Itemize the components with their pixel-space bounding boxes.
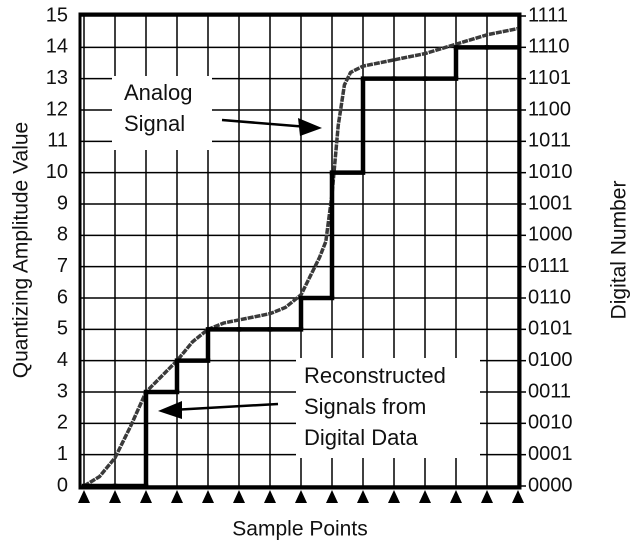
annotation: Signal bbox=[124, 111, 185, 136]
y2-tick-label: 1000 bbox=[528, 224, 573, 246]
arrow-head bbox=[298, 118, 322, 136]
sample-point bbox=[295, 490, 307, 503]
y-tick-label: 1 bbox=[57, 443, 68, 465]
y2-tick-label: 1101 bbox=[528, 67, 571, 89]
y-tick-label: 3 bbox=[57, 380, 68, 402]
y2-tick-label: 1001 bbox=[528, 192, 573, 214]
y-tick-label: 15 bbox=[46, 4, 68, 26]
arrow bbox=[221, 118, 309, 129]
y2-tick-label: 1100 bbox=[528, 98, 571, 120]
annotation: Digital Data bbox=[304, 425, 418, 450]
y2-tick-label: 0100 bbox=[528, 349, 573, 371]
y-tick-label: 8 bbox=[57, 224, 68, 246]
y-tick-label: 4 bbox=[57, 349, 68, 371]
labels: 0123456789101112131415000000010010001101… bbox=[10, 4, 631, 540]
y-tick-label: 13 bbox=[46, 67, 68, 89]
sample-point bbox=[233, 490, 245, 503]
y2-axis-label: Digital Number bbox=[608, 181, 631, 320]
y2-tick-label: 0111 bbox=[528, 255, 570, 277]
sample-point bbox=[419, 490, 431, 503]
y-tick-label: 5 bbox=[57, 318, 68, 340]
annotation-box bbox=[296, 358, 480, 458]
y2-tick-label: 1011 bbox=[528, 130, 571, 152]
y-tick-label: 11 bbox=[47, 130, 68, 152]
y2-tick-label: 1111 bbox=[528, 4, 568, 26]
sample-point bbox=[264, 490, 276, 503]
y2-tick-label: 1010 bbox=[528, 161, 573, 183]
y-tick-label: 9 bbox=[57, 192, 68, 214]
sample-point bbox=[512, 490, 524, 503]
y-tick-label: 6 bbox=[57, 286, 68, 308]
sample-point bbox=[202, 490, 214, 503]
y-tick-label: 2 bbox=[57, 412, 68, 434]
y2-tick-label: 0010 bbox=[528, 412, 573, 434]
y-tick-label: 14 bbox=[46, 36, 68, 58]
arrow-head bbox=[158, 401, 182, 419]
sample-point bbox=[326, 490, 338, 503]
annotation: Signals from bbox=[304, 394, 426, 419]
sample-point bbox=[481, 490, 493, 503]
y-tick-label: 12 bbox=[46, 98, 68, 120]
sample-point bbox=[140, 490, 152, 503]
arrow bbox=[171, 402, 279, 412]
sample-point bbox=[171, 490, 183, 503]
x-axis-label: Sample Points bbox=[232, 518, 367, 541]
marks bbox=[81, 26, 521, 489]
y-axis-label: Quantizing Amplitude Value bbox=[10, 122, 33, 378]
annotation: Reconstructed bbox=[304, 363, 446, 388]
annotation-box bbox=[112, 76, 212, 150]
y-tick-label: 0 bbox=[57, 474, 68, 496]
y2-tick-label: 0011 bbox=[528, 380, 571, 402]
analog-line bbox=[83, 26, 519, 488]
y-tick-label: 10 bbox=[46, 161, 68, 183]
y2-tick-label: 1110 bbox=[528, 36, 570, 58]
plot-frame bbox=[78, 12, 522, 490]
sample-point bbox=[450, 490, 462, 503]
y2-tick-label: 0110 bbox=[528, 286, 571, 308]
y2-tick-label: 0001 bbox=[528, 443, 573, 465]
y-tick-label: 7 bbox=[57, 255, 68, 277]
y2-tick-label: 0101 bbox=[528, 318, 573, 340]
sample-point bbox=[109, 490, 121, 503]
y2-tick-label: 0000 bbox=[528, 474, 573, 496]
sample-point bbox=[357, 490, 369, 503]
annotation: Analog bbox=[124, 80, 193, 105]
sample-point bbox=[78, 490, 90, 503]
sample-point bbox=[388, 490, 400, 503]
annotations: Analog Signal Reconstructed Signals from Dig… bbox=[124, 80, 446, 450]
